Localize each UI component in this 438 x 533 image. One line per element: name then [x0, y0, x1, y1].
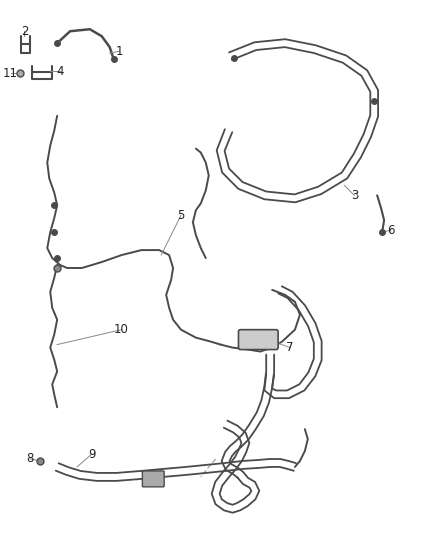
- Text: 6: 6: [387, 224, 395, 237]
- FancyBboxPatch shape: [238, 330, 278, 350]
- FancyBboxPatch shape: [142, 471, 164, 487]
- Text: 10: 10: [114, 323, 129, 336]
- Text: 5: 5: [177, 209, 185, 222]
- Text: 3: 3: [351, 189, 358, 202]
- Text: 2: 2: [21, 25, 28, 38]
- Text: 8: 8: [27, 453, 34, 465]
- Text: 11: 11: [3, 67, 18, 79]
- Text: 4: 4: [57, 64, 64, 77]
- Text: 7: 7: [286, 341, 294, 354]
- Text: 1: 1: [116, 45, 124, 58]
- Text: 9: 9: [88, 448, 95, 461]
